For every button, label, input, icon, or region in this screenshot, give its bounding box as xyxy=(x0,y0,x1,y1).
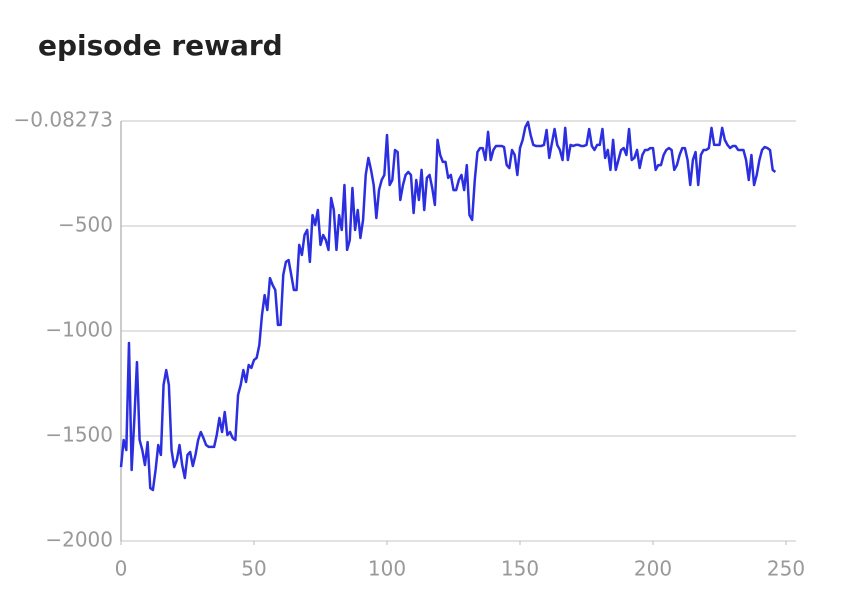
x-tick-label: 150 xyxy=(501,557,539,581)
x-tick-label: 0 xyxy=(115,557,128,581)
y-tick-label: −2000 xyxy=(45,528,113,552)
y-tick-label: −1000 xyxy=(45,317,113,341)
x-tick-label: 200 xyxy=(634,557,672,581)
data-line xyxy=(119,120,777,492)
y-tick-label: −1500 xyxy=(45,422,113,446)
y-tick-label: −500 xyxy=(58,212,113,236)
x-tick-label: 50 xyxy=(241,557,266,581)
x-tick-label: 100 xyxy=(368,557,406,581)
y-tick-label: −0.08273 xyxy=(14,108,113,132)
x-tick-label: 250 xyxy=(767,557,805,581)
chart-title: episode reward xyxy=(38,29,283,62)
